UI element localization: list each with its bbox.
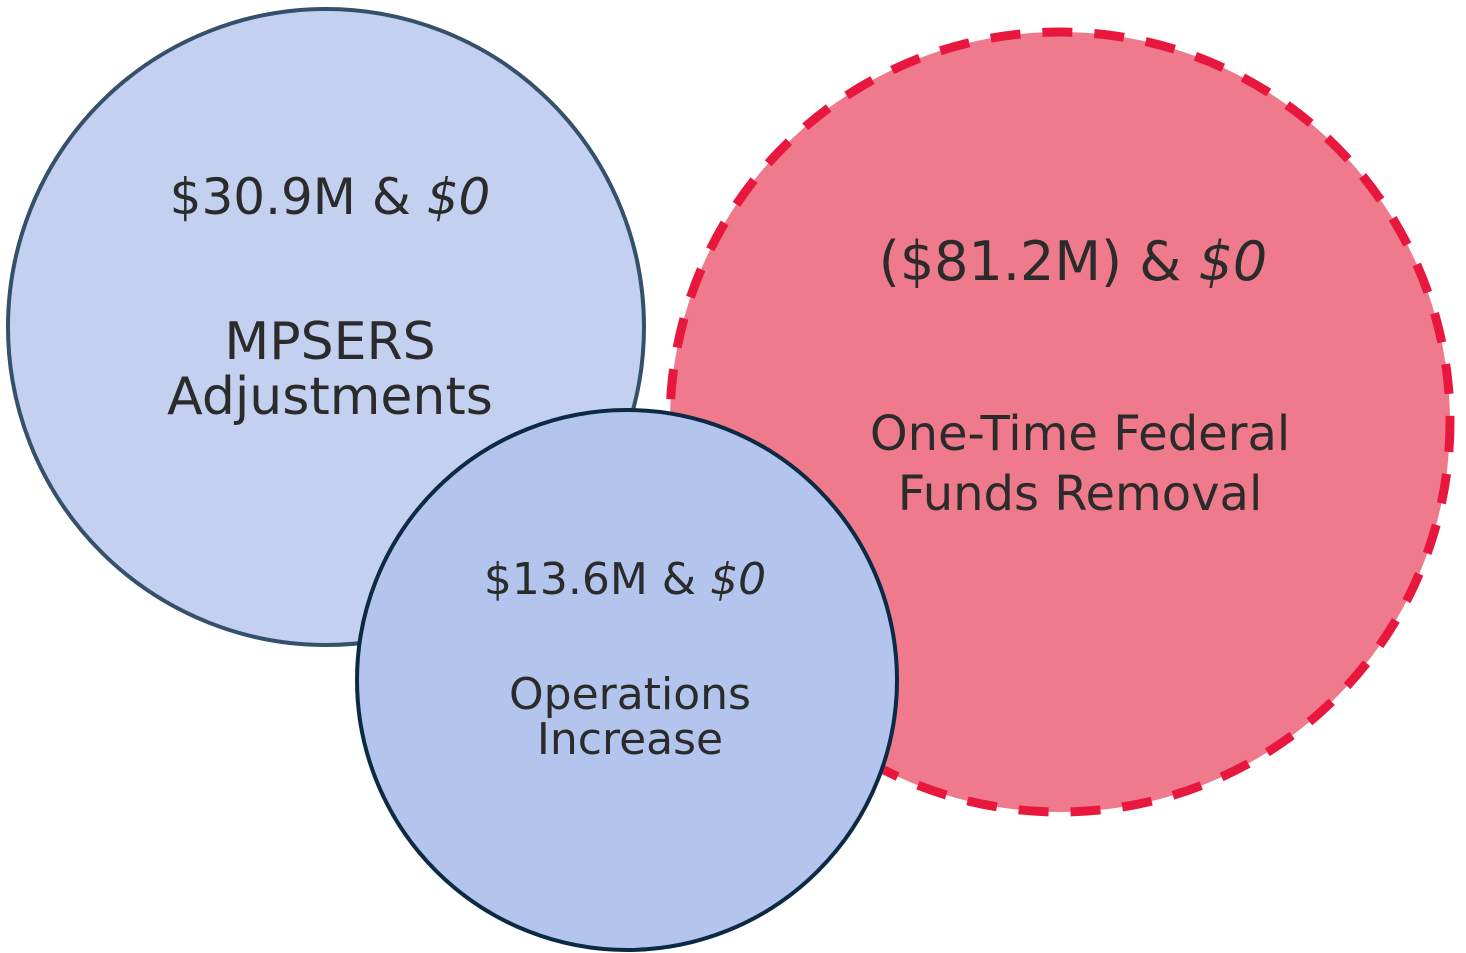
label: Operations — [509, 669, 751, 720]
label: Increase — [537, 714, 723, 765]
label: Funds Removal — [898, 466, 1263, 522]
label: MPSERS — [224, 312, 435, 372]
alt-amount: $0 — [427, 168, 491, 226]
amount-line: ($81.2M) & $0 — [879, 230, 1267, 293]
label: One-Time Federal — [870, 406, 1290, 462]
amount: $13.6M & — [484, 554, 696, 605]
amount: ($81.2M) & — [879, 230, 1182, 293]
label: Adjustments — [167, 367, 493, 427]
alt-amount: $0 — [1199, 230, 1268, 293]
bubble — [355, 408, 899, 952]
amount-line: $30.9M & $0 — [170, 168, 491, 226]
amount: $30.9M & — [170, 168, 411, 226]
amount-line: $13.6M & $0 — [484, 554, 766, 605]
alt-amount: $0 — [710, 554, 766, 605]
